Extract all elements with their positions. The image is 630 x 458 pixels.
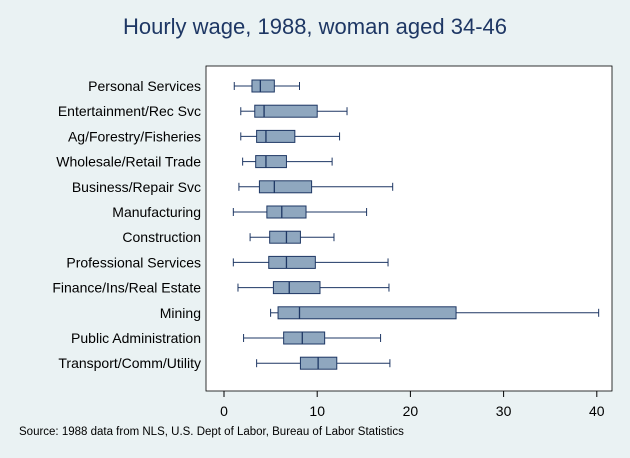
category-label: Entertainment/Rec Svc — [58, 103, 201, 119]
category-label: Professional Services — [66, 254, 201, 270]
x-tick-label: 40 — [589, 403, 605, 419]
category-label: Business/Repair Svc — [72, 179, 201, 195]
chart-title: Hourly wage, 1988, woman aged 34-46 — [122, 14, 508, 39]
category-label: Personal Services — [88, 78, 201, 94]
category-label: Wholesale/Retail Trade — [56, 154, 201, 170]
plot-frame — [205, 65, 613, 392]
box — [254, 104, 318, 118]
box — [255, 155, 287, 169]
box — [272, 281, 321, 295]
box — [283, 331, 326, 345]
box — [251, 79, 275, 93]
category-label: Transport/Comm/Utility — [58, 355, 201, 371]
x-tick-label: 0 — [220, 403, 228, 419]
box — [269, 230, 301, 244]
category-label: Mining — [160, 305, 201, 321]
source-note: Source: 1988 data from NLS, U.S. Dept of… — [19, 426, 404, 438]
category-label: Finance/Ins/Real Estate — [52, 280, 201, 296]
x-tick-label: 30 — [496, 403, 512, 419]
box — [277, 306, 457, 320]
box — [258, 180, 313, 194]
box — [256, 129, 296, 143]
box — [268, 255, 316, 269]
category-label: Ag/Forestry/Fisheries — [68, 128, 201, 144]
x-tick-label: 20 — [403, 403, 419, 419]
box — [266, 205, 307, 219]
x-tick-label: 10 — [309, 403, 325, 419]
category-label: Construction — [122, 229, 201, 245]
category-label: Manufacturing — [112, 204, 201, 220]
category-label: Public Administration — [71, 330, 201, 346]
